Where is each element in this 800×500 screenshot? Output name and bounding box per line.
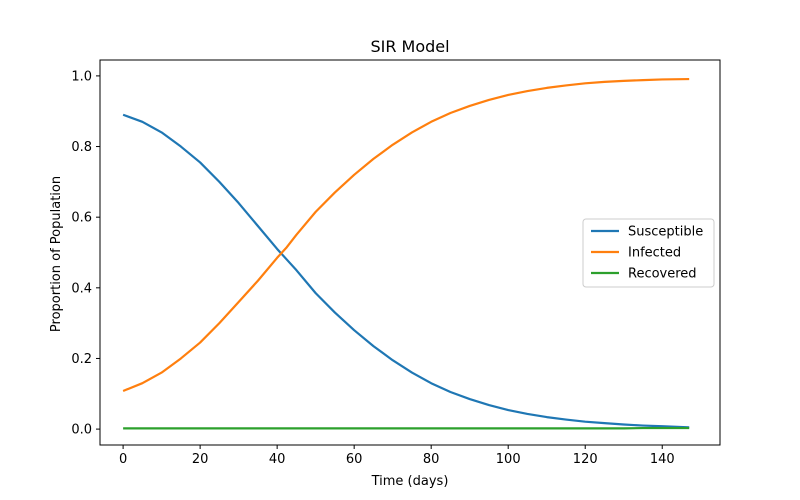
legend: Susceptible Infected Recovered <box>582 218 715 288</box>
x-tick-label: 100 <box>496 452 521 467</box>
x-tick-label: 40 <box>269 452 286 467</box>
y-tick-label: 0.4 <box>71 281 92 296</box>
x-tick-label: 80 <box>423 452 440 467</box>
legend-label-recovered: Recovered <box>628 267 697 282</box>
chart-title: SIR Model <box>370 37 449 56</box>
y-axis-label: Proportion of Population <box>49 176 64 332</box>
legend-label-susceptible: Susceptible <box>628 225 703 240</box>
y-tick-label: 0.0 <box>71 423 92 438</box>
series-line-infected <box>122 77 690 392</box>
x-axis-label: Time (days) <box>371 474 449 489</box>
plot-area: 0 20 40 60 80 100 120 140 0.0 0.2 0.4 0.6 0.8 1.0 <box>71 59 721 467</box>
series-line-susceptible <box>122 113 690 429</box>
x-tick-label: 0 <box>119 452 127 467</box>
y-tick-label: 1.0 <box>71 69 92 84</box>
axes-frame <box>99 59 721 446</box>
y-tick-label: 0.8 <box>71 140 92 155</box>
x-tick-label: 120 <box>573 452 598 467</box>
x-tick-label: 140 <box>650 452 675 467</box>
legend-label-infected: Infected <box>628 246 681 261</box>
y-tick-label: 0.6 <box>71 211 92 226</box>
x-tick-label: 20 <box>192 452 209 467</box>
legend-box <box>582 218 715 288</box>
x-tick-label: 60 <box>346 452 363 467</box>
y-tick-label: 0.2 <box>71 352 92 367</box>
